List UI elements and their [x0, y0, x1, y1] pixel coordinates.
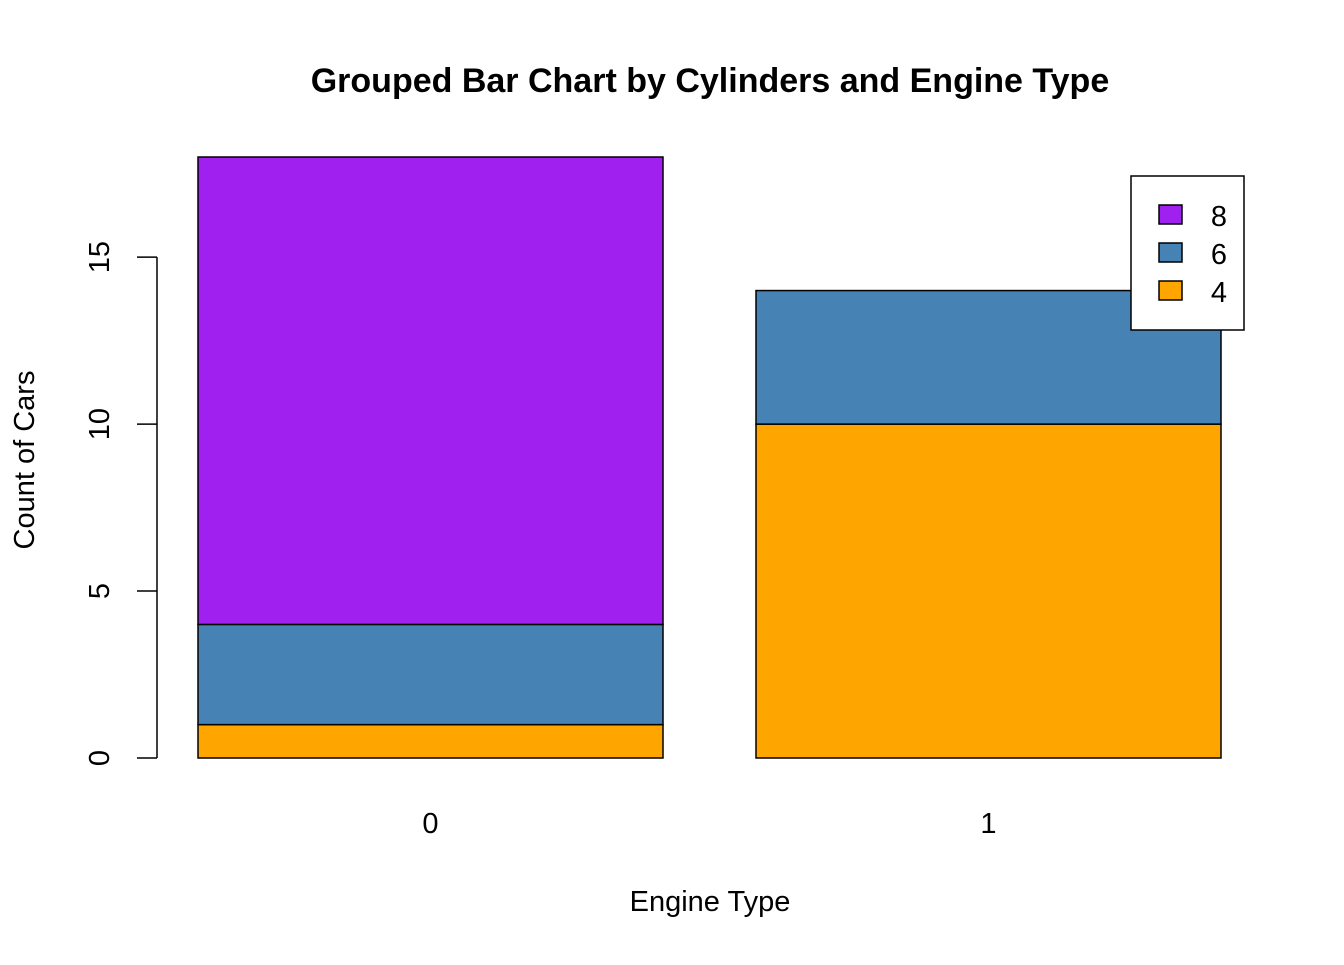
legend-box	[1130, 175, 1245, 331]
chart-title: Grouped Bar Chart by Cylinders and Engin…	[311, 62, 1110, 100]
y-axis: 0 5 10 15	[84, 241, 158, 766]
legend-label: 8	[1211, 201, 1227, 233]
y-tick-label: 10	[84, 408, 116, 440]
y-axis-label: Count of Cars	[9, 371, 41, 550]
y-tick-label: 15	[84, 241, 116, 273]
bar-segment	[197, 156, 664, 626]
x-tick-label: 1	[980, 808, 996, 840]
y-tick-label: 0	[84, 750, 116, 766]
legend-label: 6	[1211, 239, 1227, 271]
legend-swatch	[1158, 204, 1183, 225]
bars	[197, 156, 1222, 759]
legend-swatch	[1158, 280, 1183, 301]
legend-label: 4	[1211, 277, 1227, 309]
x-tick-label: 0	[422, 808, 438, 840]
bar-segment	[197, 723, 664, 759]
bar-segment	[755, 423, 1222, 759]
legend: 8 6 4	[1130, 175, 1245, 331]
bar-segment	[197, 623, 664, 726]
x-axis-label: Engine Type	[630, 886, 791, 918]
y-tick-label: 5	[84, 583, 116, 599]
legend-swatch	[1158, 242, 1183, 263]
